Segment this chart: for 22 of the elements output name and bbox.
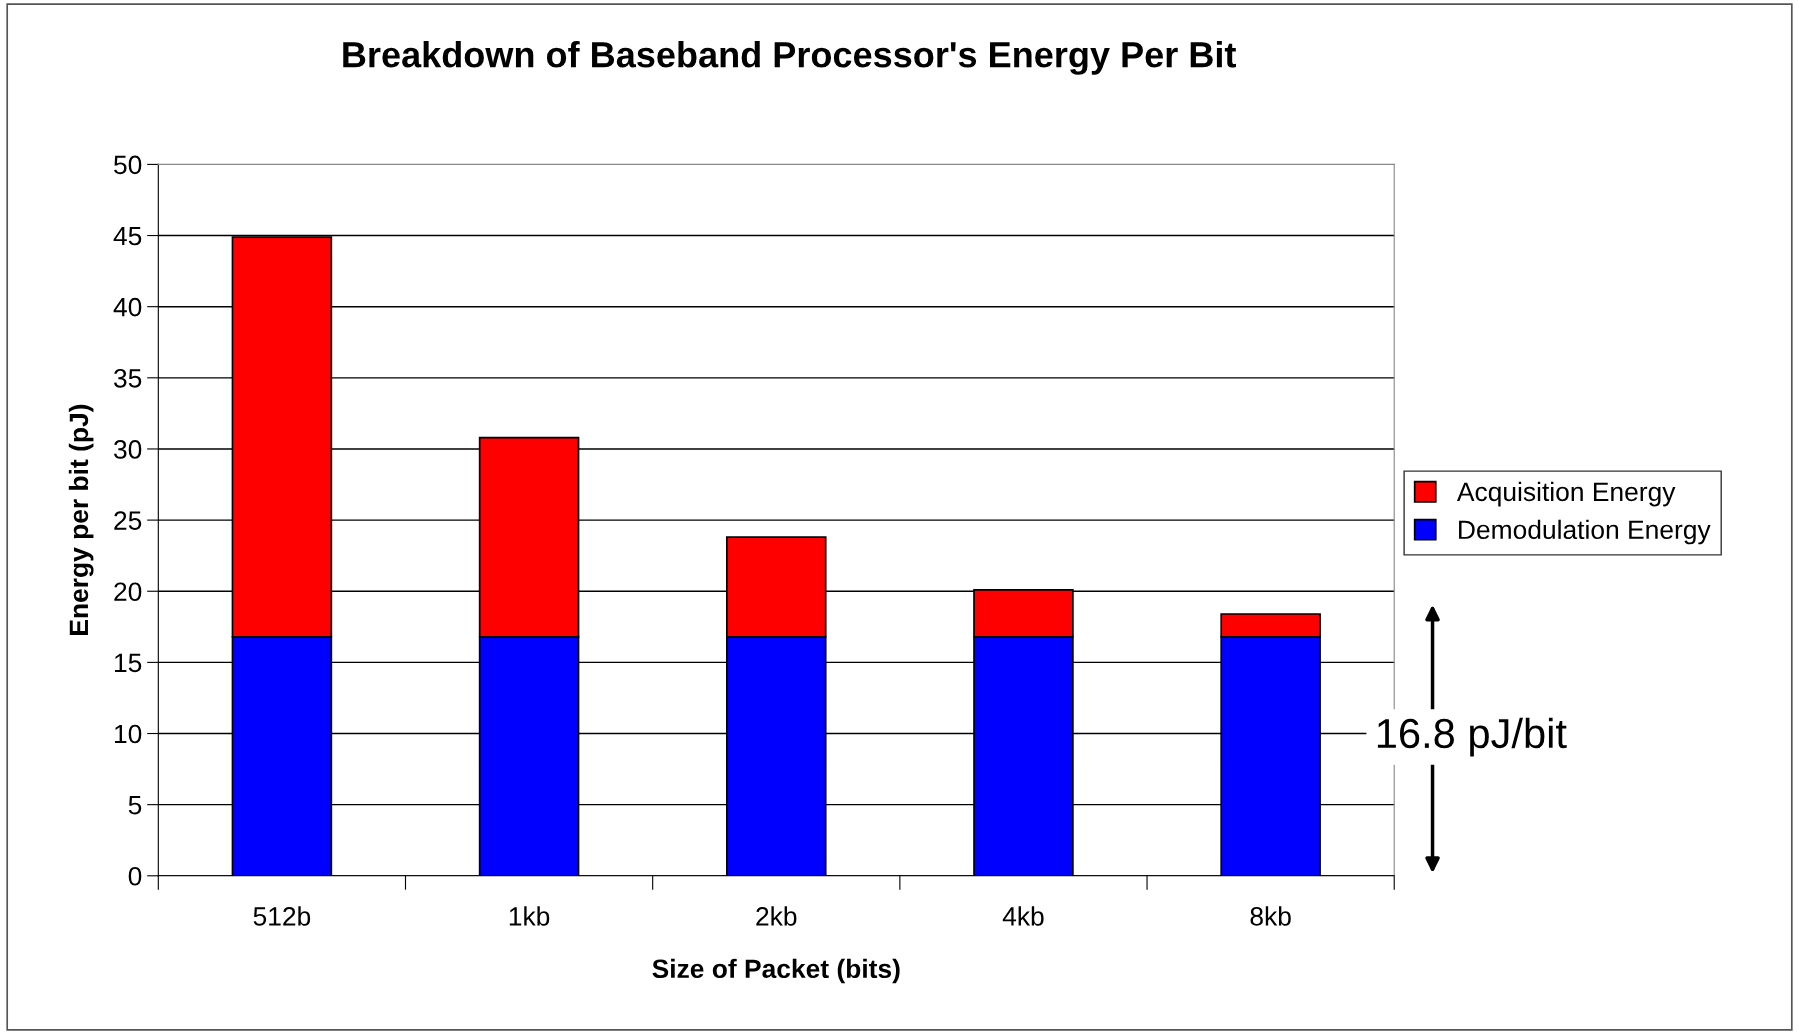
legend-label: Demodulation Energy: [1459, 519, 1711, 545]
y-tick-label: 35: [114, 368, 142, 388]
x-tick-label: 4kb: [1002, 906, 1044, 926]
chart-title: Breakdown of Baseband Processor's Energy Per Bit: [343, 41, 1237, 75]
y-tick-label: 15: [115, 653, 142, 673]
y-axis-title: Energy per bit (pJ): [68, 404, 94, 635]
annotation: 16.8 pJ/bit: [1377, 717, 1567, 757]
y-tick-label: 40: [113, 297, 142, 317]
y-tick-label: 50: [114, 155, 142, 175]
legend-label: Acquisition Energy: [1456, 481, 1676, 507]
y-tick-label: 0: [128, 866, 142, 886]
x-tick-label: 512b: [253, 906, 311, 926]
y-tick-label: 25: [114, 511, 142, 530]
y-tick-label: 20: [114, 582, 142, 602]
x-axis-title: Size of Packet (bits): [652, 958, 900, 984]
x-tick-label: 2kb: [756, 906, 797, 926]
y-tick-label: 45: [113, 226, 142, 246]
y-tick-label: 10: [115, 724, 142, 744]
x-tick-label: 8kb: [1250, 906, 1291, 926]
y-tick-label: 5: [128, 796, 142, 815]
y-tick-label: 30: [114, 440, 142, 459]
x-tick-label: 1kb: [509, 906, 550, 926]
